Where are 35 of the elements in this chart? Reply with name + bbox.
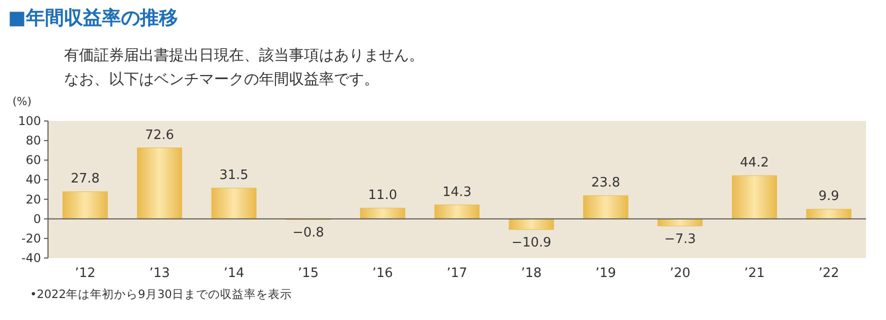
x-tick-label: ’14 (224, 266, 244, 281)
data-label: 14.3 (442, 184, 472, 200)
data-label: 27.8 (70, 172, 100, 187)
x-tick-label: ’15 (298, 266, 319, 281)
x-tick-label: ’20 (670, 266, 690, 281)
y-tick-label: 60 (26, 153, 41, 168)
y-tick-label: 100 (18, 114, 41, 128)
x-tick-label: ’21 (744, 266, 765, 281)
data-label: −0.8 (292, 226, 324, 241)
data-label: −7.3 (664, 232, 696, 247)
x-tick-label: ’18 (521, 266, 542, 281)
y-tick-label: 20 (26, 192, 41, 206)
y-tick-label: 80 (26, 134, 41, 148)
x-tick-label: ’19 (595, 266, 616, 281)
text: 有価証券届出書提出日現在、該当事項はありません。 (64, 46, 424, 64)
x-tick-label: ’12 (74, 266, 96, 281)
chart-title: ■年間収益率の推移 (8, 7, 178, 29)
data-label: 9.9 (818, 189, 840, 204)
data-label: 44.2 (740, 156, 769, 171)
text: •2022年は年初から9月30日までの収益率を表示 (30, 287, 292, 301)
y-tick-label: 40 (26, 172, 41, 187)
x-tick-label: ’17 (446, 266, 468, 281)
y-tick-label: 0 (33, 212, 41, 226)
x-tick-label: ’22 (818, 266, 840, 281)
y-axis-title: (%) (12, 95, 32, 108)
text: なお、以下はベンチマークの年間収益率です。 (64, 70, 379, 88)
data-label: −10.9 (511, 236, 552, 251)
x-tick-label: ’16 (372, 266, 393, 281)
data-label: 23.8 (591, 176, 620, 191)
x-tick-label: ’13 (149, 266, 170, 281)
data-label: 72.6 (145, 128, 174, 143)
data-label: 31.5 (219, 168, 248, 184)
y-tick-label: -40 (21, 251, 41, 265)
y-tick-label: -20 (21, 231, 41, 246)
data-label: 11.0 (368, 188, 398, 204)
